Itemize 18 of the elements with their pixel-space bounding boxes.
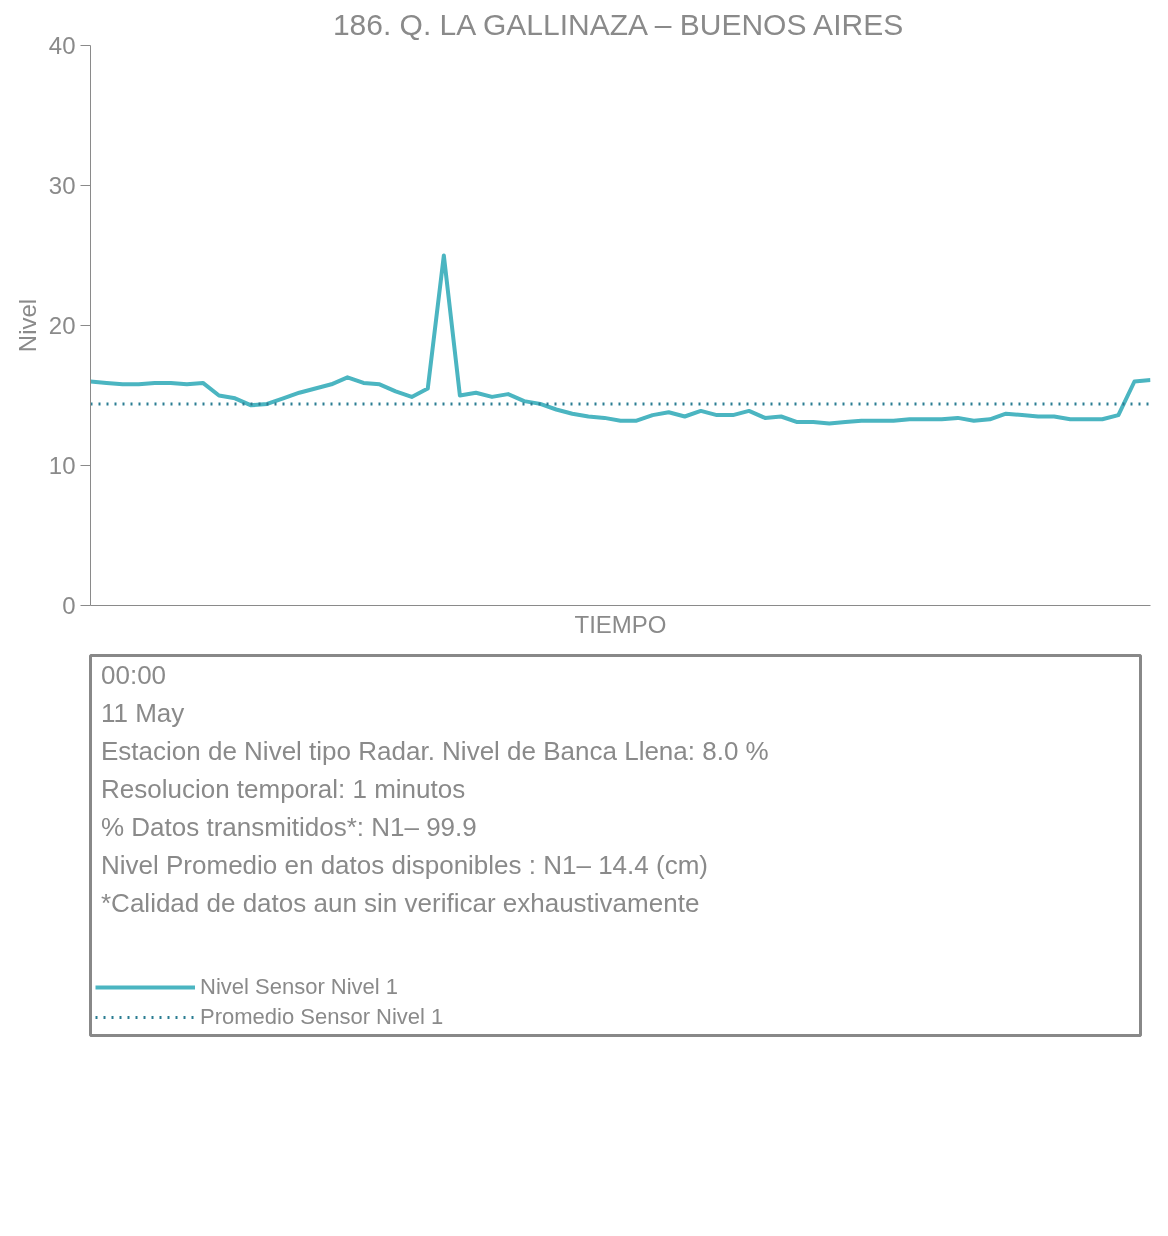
text: *Calidad de datos aun sin verificar exhaustivamente: [101, 887, 700, 918]
chart-title: 186. Q. LA GALLINAZA – BUENOS AIRES: [332, 7, 904, 41]
y-tick-label: 40: [48, 32, 76, 59]
text: Estacion de Nivel tipo Radar. Nivel de Banca Llena: 8.0 %: [101, 735, 769, 766]
text: Resolucion temporal: 1 minutos: [101, 773, 466, 804]
y-tick-label: 10: [48, 452, 76, 479]
y-tick-label: 0: [62, 592, 76, 619]
y-tick-label: 30: [48, 172, 76, 199]
y-tick-label: 20: [48, 312, 76, 339]
text: 11 May: [101, 697, 185, 728]
x-axis-title: TIEMPO: [574, 610, 667, 638]
legend-label: Nivel Sensor Nivel 1: [200, 974, 399, 1000]
text: 00:00: [101, 659, 167, 690]
line-series: [90, 253, 1151, 426]
legend-label: Promedio Sensor Nivel 1: [200, 1004, 444, 1030]
text: % Datos transmitidos*: N1– 99.9: [101, 811, 477, 842]
y-axis-title: Nivel: [13, 298, 41, 353]
text: Nivel Promedio en datos disponibles : N1– 14.4 (cm): [101, 849, 708, 880]
